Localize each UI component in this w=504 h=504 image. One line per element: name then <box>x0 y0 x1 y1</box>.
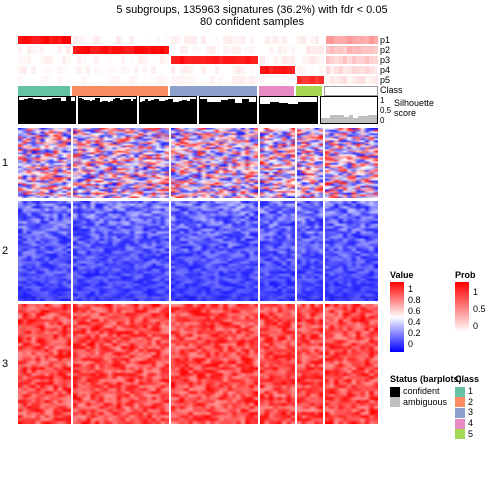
class-swatch-1: 1 <box>455 386 503 397</box>
heatmap-body <box>18 128 378 424</box>
p4-track <box>18 66 378 74</box>
annot-label-p1: p1 <box>380 35 390 45</box>
silhouette-track <box>18 96 378 124</box>
value-ticks: 10.80.60.40.20 <box>408 284 421 350</box>
annot-label-p2: p2 <box>380 45 390 55</box>
row-split-label-2: 2 <box>2 245 8 257</box>
silhouette-label: Silhouette score <box>394 98 434 118</box>
annot-label-Class: Class <box>380 85 403 95</box>
class-legend: Class 12345 <box>455 374 503 439</box>
row-split-label-3: 3 <box>2 358 8 370</box>
class-swatch-2: 2 <box>455 397 503 408</box>
value-gradient <box>390 282 404 352</box>
prob-gradient <box>455 282 469 332</box>
p5-track <box>18 76 378 84</box>
title-line-2: 80 confident samples <box>0 16 504 28</box>
p3-track <box>18 56 378 64</box>
class-track <box>18 86 378 96</box>
annot-label-p3: p3 <box>380 55 390 65</box>
row-split-label-1: 1 <box>2 157 8 169</box>
class-swatch-3: 3 <box>455 407 503 418</box>
p2-track <box>18 46 378 54</box>
class-swatch-5: 5 <box>455 429 503 440</box>
class-legend-title: Class <box>455 374 503 384</box>
heatmap-main <box>18 36 378 427</box>
prob-legend: Prob 10.50 <box>455 270 503 334</box>
prob-legend-title: Prob <box>455 270 503 280</box>
prob-ticks: 10.50 <box>473 284 486 335</box>
annot-label-p5: p5 <box>380 75 390 85</box>
p1-track <box>18 36 378 44</box>
class-swatch-4: 4 <box>455 418 503 429</box>
title-line-1: 5 subgroups, 135963 signatures (36.2%) w… <box>0 4 504 16</box>
annot-label-p4: p4 <box>380 65 390 75</box>
